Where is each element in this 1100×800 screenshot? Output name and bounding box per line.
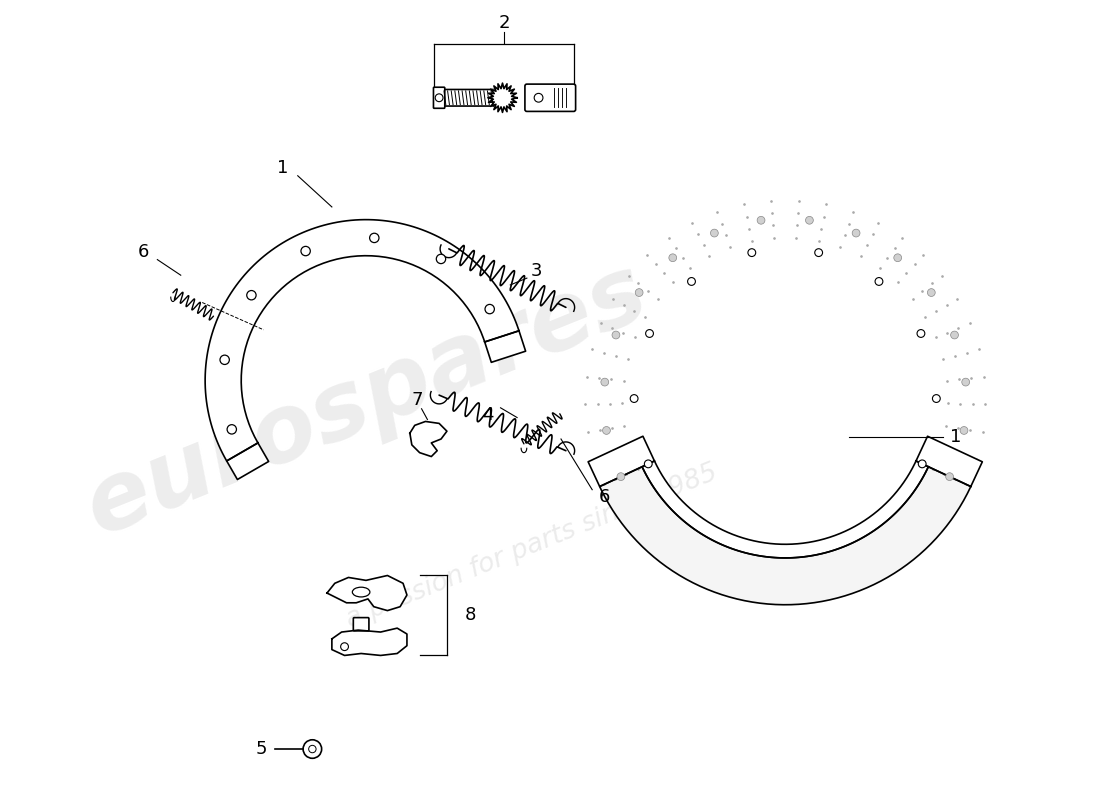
Circle shape bbox=[894, 254, 902, 262]
Polygon shape bbox=[485, 330, 526, 362]
Circle shape bbox=[645, 460, 652, 468]
Circle shape bbox=[805, 216, 813, 224]
Circle shape bbox=[950, 331, 958, 339]
Circle shape bbox=[635, 289, 643, 297]
Circle shape bbox=[933, 394, 940, 402]
Circle shape bbox=[370, 234, 379, 242]
Polygon shape bbox=[327, 575, 407, 610]
Circle shape bbox=[301, 246, 310, 256]
Polygon shape bbox=[332, 628, 407, 655]
Text: 6: 6 bbox=[138, 243, 150, 261]
Circle shape bbox=[669, 254, 676, 262]
Circle shape bbox=[852, 229, 860, 237]
Circle shape bbox=[601, 378, 608, 386]
Ellipse shape bbox=[352, 587, 370, 597]
Circle shape bbox=[711, 229, 718, 237]
Text: 5: 5 bbox=[256, 740, 267, 758]
Polygon shape bbox=[600, 466, 971, 605]
Circle shape bbox=[612, 331, 619, 339]
Circle shape bbox=[535, 94, 543, 102]
Polygon shape bbox=[488, 83, 517, 112]
Text: 6: 6 bbox=[600, 489, 610, 506]
Polygon shape bbox=[227, 443, 268, 479]
Circle shape bbox=[646, 330, 653, 338]
Circle shape bbox=[246, 290, 256, 300]
Text: 7: 7 bbox=[411, 391, 424, 409]
Polygon shape bbox=[642, 461, 928, 558]
Circle shape bbox=[220, 355, 230, 365]
Text: 4: 4 bbox=[482, 406, 494, 424]
Circle shape bbox=[688, 278, 695, 286]
Circle shape bbox=[918, 460, 926, 468]
Circle shape bbox=[304, 740, 321, 758]
Circle shape bbox=[748, 249, 756, 257]
Circle shape bbox=[227, 425, 236, 434]
FancyBboxPatch shape bbox=[525, 84, 575, 111]
Circle shape bbox=[927, 289, 935, 297]
Circle shape bbox=[757, 216, 764, 224]
Circle shape bbox=[436, 94, 443, 102]
FancyBboxPatch shape bbox=[443, 90, 496, 106]
Polygon shape bbox=[205, 220, 519, 461]
Text: a passion for parts since 1985: a passion for parts since 1985 bbox=[342, 459, 722, 633]
Polygon shape bbox=[410, 422, 447, 457]
FancyBboxPatch shape bbox=[433, 87, 444, 108]
Text: eurospares: eurospares bbox=[72, 246, 660, 554]
Circle shape bbox=[603, 426, 611, 434]
FancyBboxPatch shape bbox=[353, 618, 369, 631]
Circle shape bbox=[309, 746, 316, 753]
Text: 3: 3 bbox=[531, 262, 542, 280]
Text: 1: 1 bbox=[277, 159, 289, 177]
Circle shape bbox=[960, 426, 968, 434]
Circle shape bbox=[946, 473, 954, 481]
Polygon shape bbox=[588, 436, 654, 486]
Circle shape bbox=[815, 249, 823, 257]
Text: 1: 1 bbox=[950, 428, 961, 446]
Circle shape bbox=[630, 394, 638, 402]
Circle shape bbox=[617, 473, 625, 481]
Circle shape bbox=[485, 305, 494, 314]
Circle shape bbox=[961, 378, 969, 386]
Polygon shape bbox=[916, 436, 982, 486]
Circle shape bbox=[917, 330, 925, 338]
Circle shape bbox=[876, 278, 883, 286]
Text: 2: 2 bbox=[498, 14, 509, 32]
Text: 8: 8 bbox=[464, 606, 476, 625]
Circle shape bbox=[341, 642, 349, 650]
Circle shape bbox=[437, 254, 446, 264]
